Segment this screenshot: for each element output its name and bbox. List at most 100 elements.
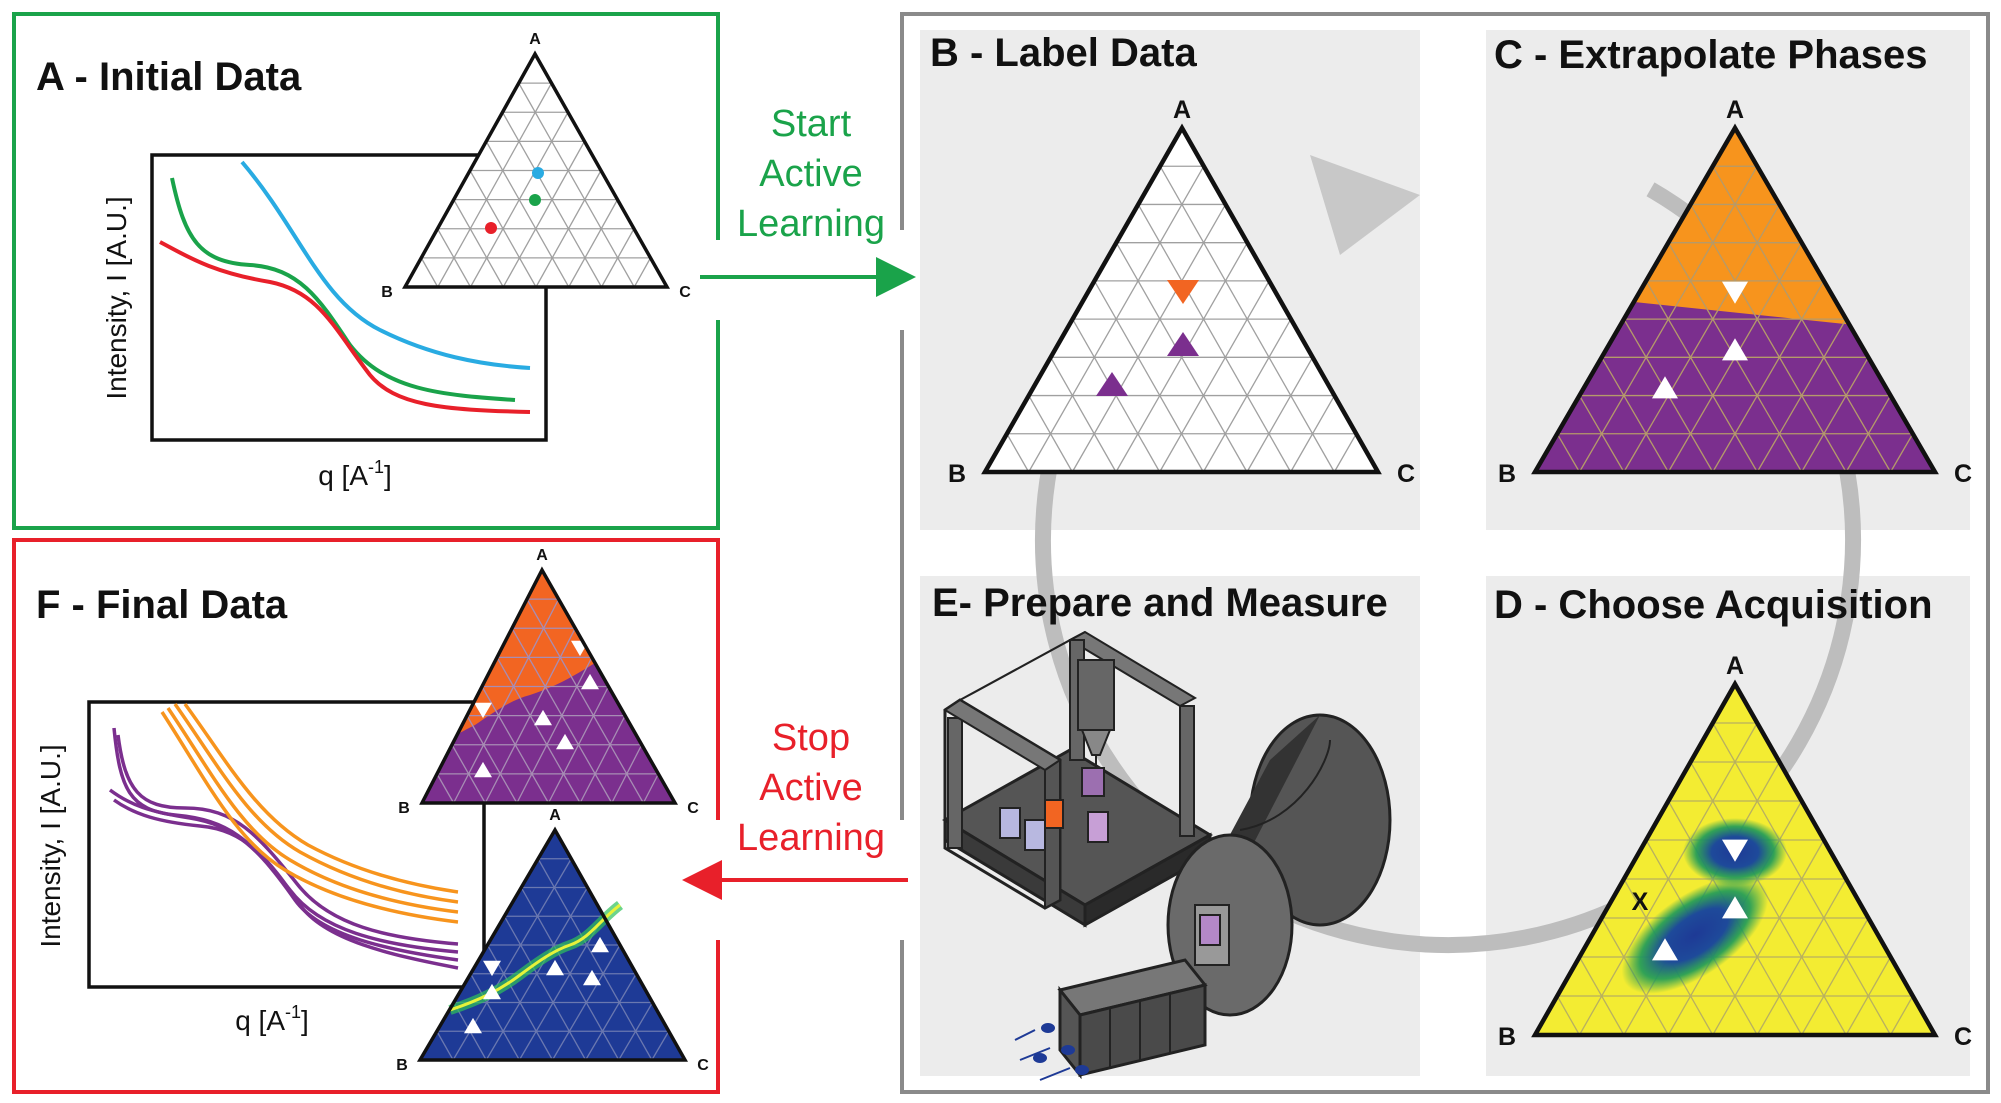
curve-blue bbox=[240, 160, 531, 370]
curve-orange bbox=[173, 702, 459, 904]
triangle-up-marker bbox=[1722, 896, 1748, 919]
grid-line bbox=[1556, 995, 1581, 1036]
vertex-label-b: B bbox=[1498, 1023, 1516, 1051]
grid-line bbox=[516, 657, 593, 804]
sample-point-blue bbox=[532, 167, 544, 179]
triangle-down-marker bbox=[1722, 281, 1748, 304]
final-data-frame bbox=[12, 538, 720, 1094]
grid-line bbox=[466, 715, 518, 804]
grid-line bbox=[526, 598, 644, 804]
vertex-label-c: C bbox=[687, 800, 699, 817]
grid-line bbox=[485, 141, 570, 288]
panel-a-title: A - Initial Data bbox=[36, 55, 302, 99]
grid-line bbox=[585, 973, 637, 1061]
vertex-label-c: C bbox=[1954, 460, 1972, 488]
curve-purple bbox=[116, 734, 459, 946]
svg-text:Stop: Stop bbox=[772, 717, 850, 759]
ternary-choose-acquisition: X A B C bbox=[1498, 652, 1972, 1051]
vertex-label-a: A bbox=[1173, 96, 1191, 124]
vertex-label-a: A bbox=[529, 31, 541, 48]
panel-f-y-axis-label: Intensity, I [A.U.] bbox=[35, 744, 66, 947]
grid-line bbox=[1578, 165, 1758, 473]
grid-line bbox=[1712, 280, 1825, 473]
triangle-up-marker bbox=[483, 983, 501, 1000]
vertex-label-b: B bbox=[398, 800, 410, 817]
vertex-label-b: B bbox=[396, 1057, 408, 1074]
grid-line bbox=[1050, 357, 1117, 473]
triangle-down-marker bbox=[483, 960, 501, 977]
triangle-up-marker bbox=[583, 969, 601, 986]
grid-line bbox=[1028, 165, 1205, 473]
curve-orange bbox=[166, 707, 459, 914]
grid-line bbox=[503, 915, 587, 1061]
ternary-outline bbox=[1531, 123, 1939, 475]
acquisition-x-marker: X bbox=[1632, 888, 1649, 916]
grid-line bbox=[1712, 839, 1825, 1036]
svg-text:Learning: Learning bbox=[737, 203, 885, 245]
grid-line bbox=[1601, 357, 1669, 473]
svg-text:Active: Active bbox=[759, 153, 862, 195]
grid-line bbox=[470, 973, 520, 1061]
grid-line bbox=[579, 715, 626, 804]
grid-line bbox=[437, 82, 553, 288]
vertex-label-a: A bbox=[549, 807, 561, 824]
curve-orange bbox=[160, 711, 459, 924]
svg-text:Start: Start bbox=[771, 103, 852, 145]
panel-b-title: B - Label Data bbox=[930, 31, 1197, 75]
grid-line bbox=[1159, 280, 1270, 473]
vertex-label-c: C bbox=[1954, 1023, 1972, 1051]
grid-line bbox=[1712, 165, 1892, 473]
panel-e-title: E- Prepare and Measure bbox=[932, 581, 1388, 625]
grid-line bbox=[1006, 433, 1030, 473]
cycle-arrow-head bbox=[1310, 155, 1420, 255]
vertex-label-a: A bbox=[1726, 652, 1744, 680]
triangle-up-marker bbox=[1652, 376, 1678, 399]
grid-line bbox=[1801, 357, 1869, 473]
triangle-down-marker bbox=[474, 702, 492, 719]
grid-line bbox=[436, 773, 455, 804]
vertex-label-a: A bbox=[536, 547, 548, 564]
robot-gantry-icon bbox=[942, 630, 1213, 928]
triangle-up-marker bbox=[1652, 938, 1678, 961]
final-curves bbox=[108, 702, 459, 970]
x-ray-beamline-icon bbox=[1014, 713, 1392, 1081]
ternary-outline bbox=[419, 566, 679, 805]
panel-f-title: F - Final Data bbox=[36, 583, 288, 627]
sample-point-red bbox=[485, 222, 497, 234]
grid-line bbox=[1333, 433, 1357, 473]
vertex-label-b: B bbox=[1498, 460, 1516, 488]
grid-line bbox=[502, 141, 586, 288]
svg-text:Learning: Learning bbox=[737, 817, 885, 859]
panel-f-x-axis-label: q [A-1] bbox=[235, 1002, 309, 1036]
grid-line bbox=[1801, 917, 1869, 1036]
grid-line bbox=[1889, 995, 1914, 1036]
start-active-learning-label: Start Active Learning bbox=[737, 103, 885, 245]
grid-line bbox=[1071, 204, 1227, 473]
grid-line bbox=[537, 858, 653, 1061]
grid-line bbox=[436, 1030, 454, 1061]
triangle-down-marker bbox=[1722, 839, 1748, 862]
grid-line bbox=[1137, 204, 1292, 473]
sample-point-green bbox=[529, 194, 541, 206]
grid-line bbox=[420, 257, 439, 288]
label-marker-purple-1 bbox=[1167, 332, 1199, 356]
grid-line bbox=[453, 598, 560, 804]
grid-line bbox=[1889, 433, 1914, 473]
grid-line bbox=[1689, 761, 1847, 1036]
triangle-up-marker bbox=[581, 673, 599, 690]
triangle-up-marker bbox=[1722, 338, 1748, 361]
vertex-label-a: A bbox=[1726, 96, 1744, 124]
ternary-outline bbox=[981, 123, 1382, 475]
triangle-up-marker bbox=[534, 709, 552, 726]
grid-line bbox=[518, 82, 635, 288]
grid-line bbox=[1645, 280, 1758, 473]
label-marker-purple-2 bbox=[1096, 372, 1128, 396]
panel-a-y-axis-label: Intensity, I [A.U.] bbox=[101, 196, 132, 399]
curve-orange bbox=[183, 702, 459, 894]
triangle-up-marker bbox=[464, 1017, 482, 1034]
stop-active-learning-label: Stop Active Learning bbox=[737, 717, 885, 859]
ternary-outline bbox=[416, 826, 688, 1062]
curve-purple bbox=[112, 727, 459, 954]
triangle-up-marker bbox=[546, 959, 564, 976]
